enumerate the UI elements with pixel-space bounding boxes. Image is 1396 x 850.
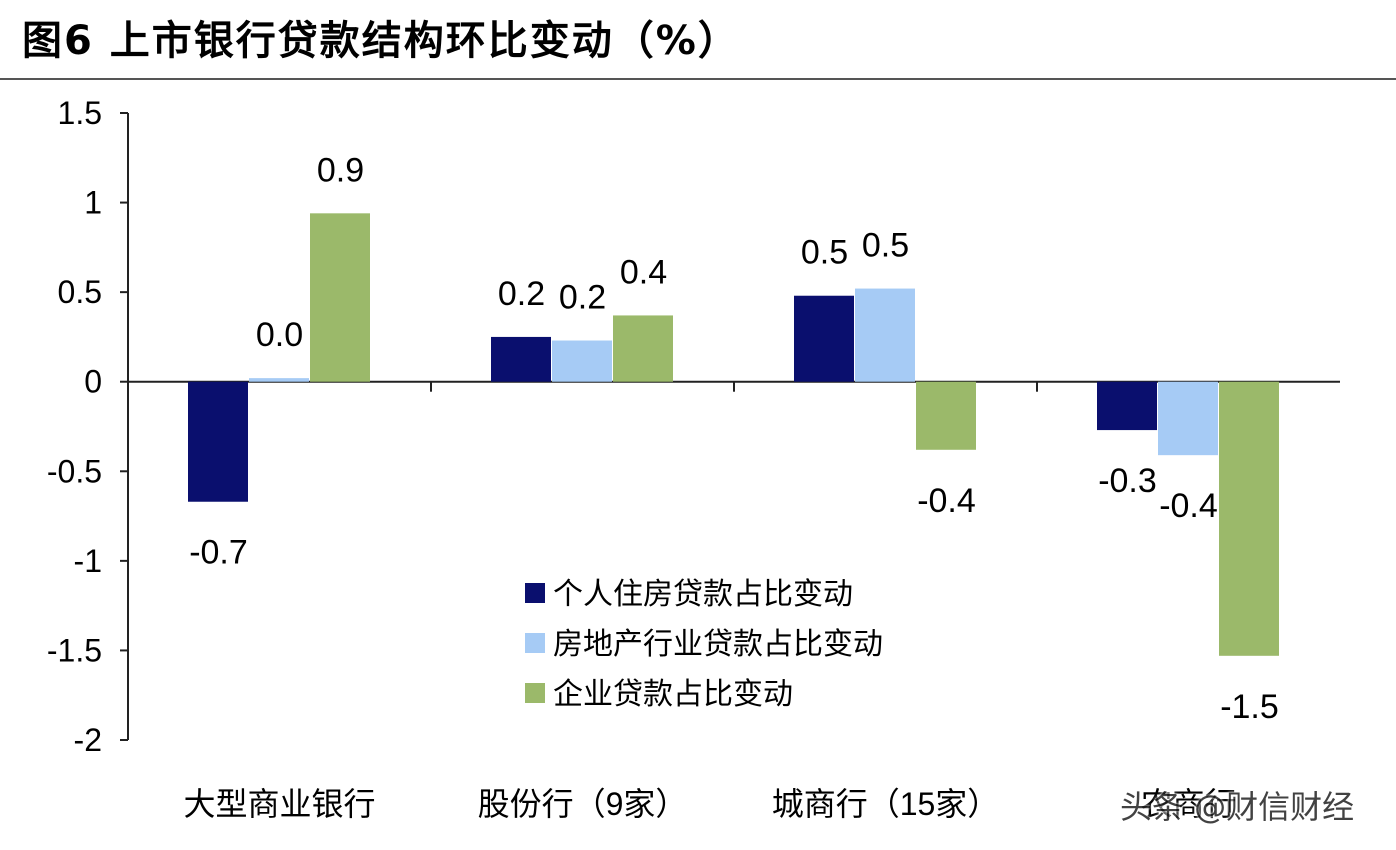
legend-label: 个人住房贷款占比变动 (553, 578, 853, 611)
data-label: 0.2 (559, 279, 606, 317)
data-label: -0.4 (1159, 487, 1218, 525)
y-tick-label: -2 (74, 722, 102, 758)
data-label: -1.5 (1220, 688, 1279, 726)
y-tick-label: 1.5 (58, 95, 102, 131)
watermark: 头条 @财信财经 (1120, 788, 1355, 826)
y-tick-label: 0.5 (58, 274, 102, 310)
y-tick-label: -0.5 (47, 453, 102, 489)
category-label: 大型商业银行 (183, 786, 375, 822)
data-label: 0.5 (801, 234, 848, 272)
data-label: 0.0 (256, 316, 303, 354)
data-label: -0.3 (1098, 462, 1157, 500)
category-labels: 大型商业银行 股份行（9家） 城商行（15家） 农商行 (183, 786, 1236, 822)
legend-swatch (525, 633, 545, 653)
data-label: 0.5 (862, 227, 909, 265)
bars (188, 213, 1279, 656)
bar (855, 288, 915, 382)
bar (249, 378, 309, 382)
category-label: 城商行（15家） (772, 786, 1000, 822)
category-label: 股份行（9家） (478, 786, 688, 822)
y-tick-label: -1.5 (47, 632, 102, 668)
legend-label: 企业贷款占比变动 (553, 678, 793, 711)
bar (188, 381, 248, 502)
bar (613, 315, 673, 382)
y-tick-label: -1 (74, 543, 102, 579)
title-bar: 图6 上市银行贷款结构环比变动（%） (0, 0, 1396, 80)
data-label: 0.2 (498, 275, 545, 313)
data-labels: -0.70.00.90.2 0.20.40.5 0.5-0.4-0.3-0.4-1.… (189, 151, 1279, 725)
bar (794, 295, 854, 382)
legend-label: 房地产行业贷款占比变动 (553, 628, 883, 661)
bar (1158, 381, 1218, 456)
bar (310, 213, 370, 382)
bar (552, 340, 612, 382)
legend-swatch (525, 583, 545, 603)
data-label: -0.4 (917, 482, 976, 520)
axes: -2 -1.5 -1 -0.5 0 0.5 1 1.5 (47, 95, 1340, 758)
chart-title: 图6 上市银行贷款结构环比变动（%） (22, 18, 740, 64)
category-label: 农商行 (1140, 786, 1236, 822)
legend-swatch (525, 683, 545, 703)
bar (1219, 381, 1279, 656)
data-label: 0.4 (620, 253, 667, 291)
data-label: -0.7 (189, 534, 248, 572)
data-label: 0.9 (317, 151, 364, 189)
bar (491, 336, 551, 382)
bar (916, 381, 976, 450)
y-tick-label: 0 (84, 364, 102, 400)
bar (1097, 381, 1157, 431)
y-tick-label: 1 (84, 185, 102, 221)
